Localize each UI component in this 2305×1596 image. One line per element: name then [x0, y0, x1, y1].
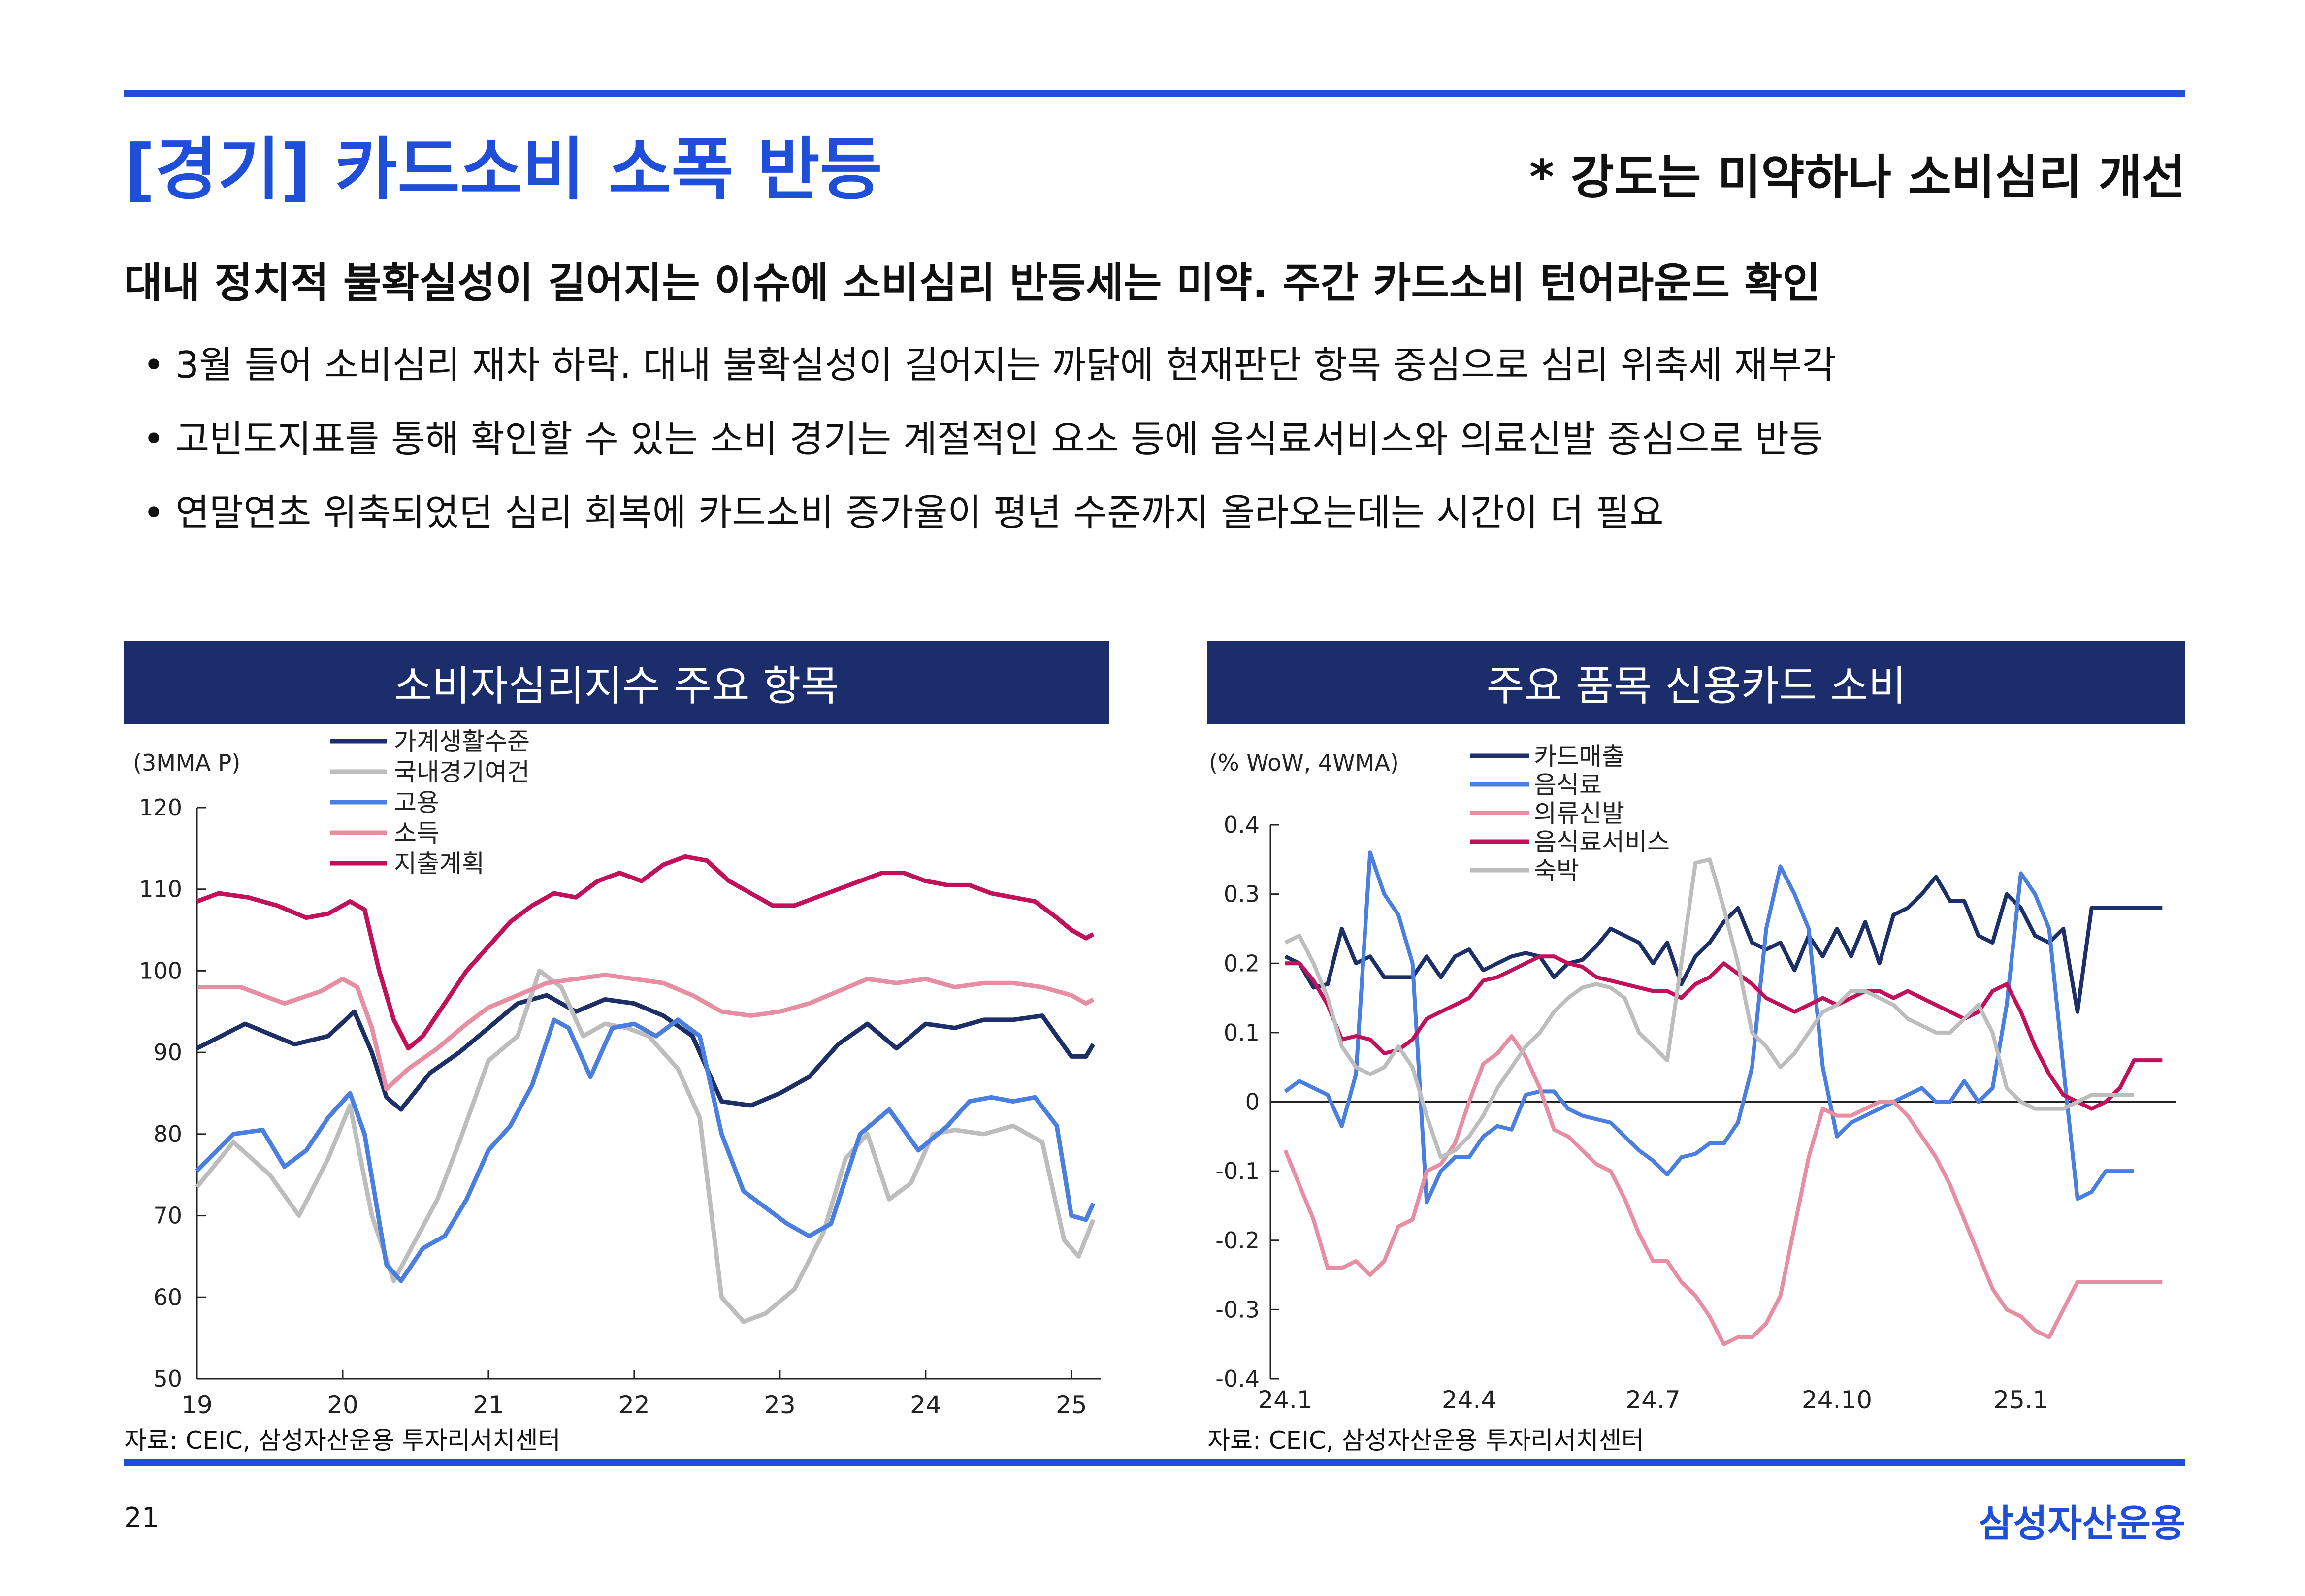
- chart-1-unit-label: (3MMA P): [133, 749, 240, 776]
- chart-card-spending: (% WoW, 4WMA) -0.4 -0.3 -0.2 -0.1 0 0.1 0.2 0.3 0…: [1209, 742, 2176, 1414]
- chart-2-x-tick-label: 25.1: [1993, 1386, 2048, 1414]
- chart-1-y-tick-label: 90: [153, 1039, 182, 1066]
- chart-1-y-tick-label: 120: [139, 794, 182, 821]
- chart-2-series-line: [1283, 1034, 2163, 1346]
- chart-2-x-tick-label: 24.1: [1258, 1386, 1312, 1414]
- chart-1-x-tick-label: 20: [327, 1391, 358, 1419]
- chart-1-series-line: [195, 993, 1096, 1112]
- bullet-item: • 3월 들어 소비심리 재차 하락. 대내 불확실성이 길어지는 까닭에 현재판…: [143, 335, 1836, 389]
- chart-2-x-tick-label: 24.4: [1442, 1386, 1496, 1414]
- chart-2-y-tick-label: 0.4: [1224, 812, 1260, 838]
- page-title: [경기] 카드소비 소폭 반등: [124, 130, 882, 209]
- chart-2-unit-label: (% WoW, 4WMA): [1209, 749, 1399, 776]
- chart-1-panel-title: 소비자심리지수 주요 항목: [124, 641, 1109, 724]
- chart-1-series-line: [195, 1017, 1096, 1283]
- chart-1-legend-label: 가계생활수준: [394, 727, 530, 756]
- chart-2-y-tick-label: 0.1: [1224, 1019, 1260, 1046]
- brand-logo-text: 삼성자산운용: [1979, 1501, 2185, 1545]
- bullet-dot: •: [143, 417, 165, 460]
- chart-1-x-tick-label: 22: [618, 1391, 650, 1419]
- bullet-text: 3월 들어 소비심리 재차 하락. 대내 불확실성이 길어지는 까닭에 현재판단…: [175, 343, 1836, 387]
- chart-consumer-sentiment: (3MMA P) 50 60 70 80 90 100 110 120 19 20 21 22 23 24 2…: [133, 727, 1101, 1419]
- chart-2-y-tick-label: -0.2: [1215, 1227, 1260, 1254]
- chart-1-y-tick-label: 50: [153, 1366, 182, 1392]
- chart-1-x-tick-label: 24: [910, 1391, 941, 1419]
- chart-1-y-tick-label: 110: [139, 876, 182, 903]
- chart-1-x-tick-label: 19: [181, 1391, 213, 1419]
- chart-2-y-tick-label: 0.2: [1224, 950, 1260, 977]
- bullet-dot: •: [143, 491, 165, 534]
- chart-2-series-line: [1284, 875, 2163, 1014]
- chart-1-series-line: [195, 968, 1096, 1324]
- chart-2-legend-label: 음식료: [1534, 771, 1602, 799]
- chart-1-series-line: [196, 854, 1095, 1051]
- chart-1-source: 자료: CEIC, 삼성자산운용 투자리서치센터: [124, 1426, 561, 1455]
- chart-1-legend-label: 고용: [394, 788, 439, 817]
- chart-2-source: 자료: CEIC, 삼성자산운용 투자리서치센터: [1207, 1426, 1644, 1455]
- chart-2-y-tick-label: -0.4: [1215, 1366, 1260, 1392]
- page-subtitle: * 강도는 미약하나 소비심리 개선: [1529, 150, 2185, 205]
- chart-2-y-tick-label: 0: [1245, 1089, 1260, 1115]
- bullet-text: 연말연초 위축되었던 심리 회복에 카드소비 증가율이 평년 수준까지 올라오는…: [175, 491, 1664, 534]
- chart-2-y-tick-label: -0.1: [1215, 1158, 1260, 1184]
- chart-1-y-tick-label: 80: [153, 1121, 182, 1147]
- chart-1-legend-label: 국내경기여건: [394, 758, 530, 786]
- chart-1-series-line: [197, 973, 1095, 1092]
- chart-1-legend-label: 지출계획: [394, 849, 485, 878]
- chart-1-y-tick-label: 70: [153, 1203, 182, 1229]
- chart-2-series-line: [1284, 857, 2134, 1159]
- bottom-rule: [124, 1459, 2185, 1466]
- chart-2-y-tick-label: 0.3: [1224, 881, 1260, 908]
- chart-1-x-tick-label: 25: [1056, 1391, 1087, 1419]
- chart-1-x-tick-label: 23: [764, 1391, 796, 1419]
- bullet-dot: •: [143, 343, 165, 387]
- bullet-text: 고빈도지표를 통해 확인할 수 있는 소비 경기는 계절적인 요소 등에 음식료…: [175, 417, 1823, 460]
- chart-1-y-tick-label: 100: [139, 957, 182, 984]
- chart-1-legend-label: 소득: [394, 819, 439, 847]
- chart-1-x-tick-label: 21: [473, 1391, 504, 1419]
- page-number: 21: [124, 1502, 160, 1534]
- headline: 대내 정치적 불확실성이 길어지는 이슈에 소비심리 반등세는 미약. 주간 카…: [124, 259, 1820, 307]
- bullet-item: • 고빈도지표를 통해 확인할 수 있는 소비 경기는 계절적인 요소 등에 음식…: [143, 409, 1823, 462]
- chart-2-x-tick-label: 24.7: [1625, 1386, 1680, 1414]
- chart-2-series-line: [1285, 954, 2163, 1111]
- chart-2-x-tick-label: 24.10: [1802, 1386, 1872, 1414]
- chart-2-legend-label: 음식료서비스: [1534, 828, 1670, 856]
- chart-1-y-tick-label: 60: [153, 1284, 182, 1310]
- chart-2-legend-label: 의류신발: [1534, 799, 1624, 828]
- chart-2-legend-label: 카드매출: [1534, 742, 1624, 771]
- chart-2-series-line: [1284, 850, 2134, 1205]
- top-rule: [124, 90, 2185, 97]
- bullet-item: • 연말연초 위축되었던 심리 회복에 카드소비 증가율이 평년 수준까지 올라오…: [143, 483, 1664, 536]
- chart-2-legend-label: 숙박: [1534, 856, 1579, 885]
- chart-2-y-tick-label: -0.3: [1215, 1296, 1260, 1323]
- chart-2-panel-title: 주요 품목 신용카드 소비: [1207, 641, 2185, 724]
